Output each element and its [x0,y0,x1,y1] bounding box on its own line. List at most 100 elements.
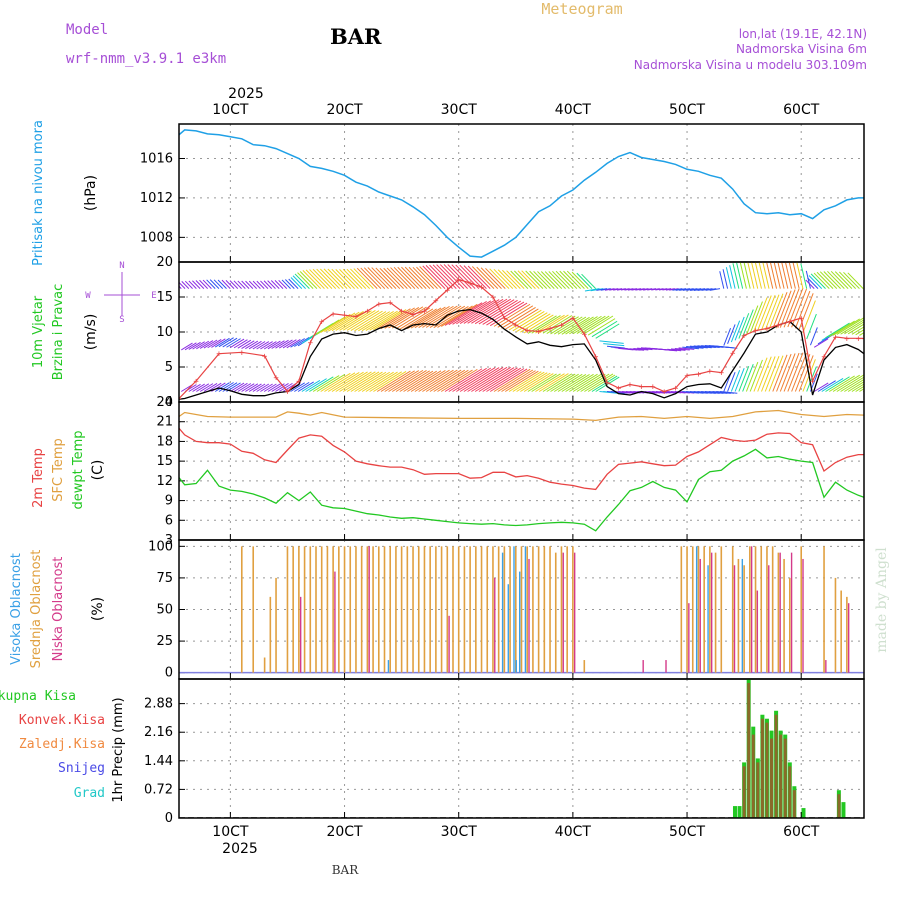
wind-barb [199,279,209,289]
wind-barb [241,280,250,289]
wind-barb [847,272,864,289]
precip-conv-bar [756,762,760,818]
wind-barb [747,262,755,289]
wind-barb [388,369,424,392]
wind-barb [772,291,788,330]
wind-barb [203,382,218,392]
wind-barb [375,267,397,289]
wind-barb [779,353,796,392]
wind-barb [245,280,254,289]
wind-gust-marker: + [661,388,667,398]
wind-gust-marker: + [650,383,656,393]
wind-gust-marker: + [861,334,867,344]
model-label: Model [66,22,108,38]
wind-barb [237,339,252,349]
wind-barb [513,270,533,289]
wind-barb [832,374,861,392]
y-tick-label: 1012 [140,191,173,206]
wind-barb [297,381,314,392]
bottom-tick-label: 30CT [441,824,478,840]
wind-barb [440,303,478,327]
wind-barb [226,338,241,348]
wind-gust-marker: + [433,297,439,307]
wind-barb [783,288,800,328]
wind-barb [682,346,699,350]
wind-barb [188,280,197,289]
wind-barb [218,382,234,392]
wind-barb [395,370,431,392]
wind-barb [412,266,435,289]
wind-barb [245,383,259,392]
sfc-temp-line [179,409,864,422]
pressure-ylabel: Pritisak na nivou mora [31,120,46,266]
wind-barb [506,270,525,289]
cloud-ylabel-high: Visoka Oblacnost [9,553,24,665]
wind-gust-marker: + [399,307,405,317]
wind-barb [581,273,597,289]
cloud-ylabel-mid: Srednja Oblacnost [29,550,44,669]
wind-barb [346,371,380,392]
wind-barb [467,298,508,324]
wind-gust-marker: + [376,300,382,310]
wind-barb [796,262,804,289]
wind-barb [497,269,517,289]
wind-barb [346,310,380,331]
wind-barb [451,264,476,289]
wind-barb [836,374,864,392]
wind-barb [520,372,551,392]
wind-barb [312,268,333,289]
wind-barb [467,366,508,392]
wind-barb [620,288,630,291]
wind-barb [829,375,855,392]
wind-barb [800,263,808,289]
wind-barb [369,371,403,392]
wind-barb [709,288,721,291]
wind-barb [671,348,686,351]
wind-barb [275,383,289,392]
wind-barb [202,279,212,289]
wind-barb [263,280,273,289]
wind-barb [832,318,861,336]
wind-barb [245,340,259,350]
wind-barb [686,345,704,349]
wind-barb [816,271,834,289]
wind-barb [320,313,351,333]
wind-barb [609,288,619,291]
wind-barb [229,338,245,348]
wind-barb [672,288,683,291]
compass-w: W [85,291,91,301]
wind-barb [806,366,817,392]
wind-barb [356,267,378,289]
wind-barb [537,271,555,289]
wind-barb [761,294,776,331]
wind-barb [505,308,539,330]
wind-barb [353,268,374,289]
wind-gust-marker: + [639,383,645,393]
wind-barb [678,347,695,350]
wind-barb [339,310,372,331]
wind-barb [188,341,201,350]
precip-conv-bar [770,738,774,818]
y-tick-label: 0 [165,395,173,410]
wind-barb [403,370,437,392]
wind-barb [267,280,276,289]
wind-barb [388,306,424,329]
wind-gust-marker: + [319,318,325,328]
wind-barb [294,336,310,347]
wind-barb [523,314,554,334]
wind-barb [517,270,536,289]
wind-barb [600,288,611,291]
wind-barb [471,266,495,289]
wind-barb [587,318,616,336]
wind-barb [448,367,487,392]
wind-barb [290,277,303,289]
wind-barb [407,370,442,392]
wind-gust-marker: + [239,348,245,358]
wind-barb [440,368,478,392]
wind-barb [561,374,590,392]
wind-barb [595,323,620,339]
wind-barb [823,271,841,289]
wind-barb [738,313,750,339]
wind-barb [555,270,574,289]
